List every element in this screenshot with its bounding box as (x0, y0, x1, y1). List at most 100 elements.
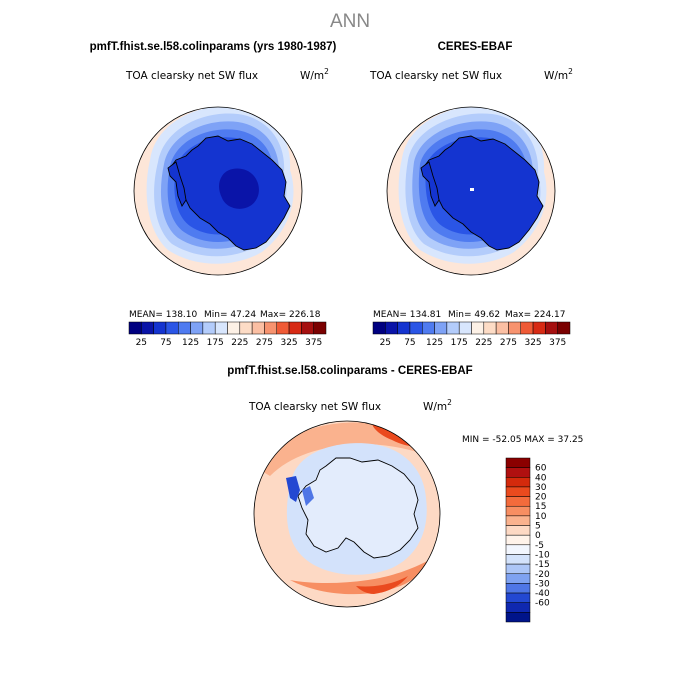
colorbar-tick-label: -60 (535, 599, 550, 609)
panel-obs-max: Max= 224.17 (505, 310, 566, 320)
colorbar-swatch (141, 321, 154, 335)
colorbar-swatch (505, 496, 531, 507)
colorbar-tick-label: 125 (426, 338, 443, 348)
panel-obs-variable: TOA clearsky net SW flux (369, 70, 502, 82)
panel-obs-min: Min= 49.62 (448, 310, 500, 320)
panel-model-variable: TOA clearsky net SW flux (125, 70, 258, 82)
colorbar-tick-label: 275 (256, 338, 273, 348)
units-base: W/m (544, 70, 568, 82)
colorbar-swatch (301, 321, 314, 335)
colorbar-swatch (458, 321, 472, 335)
colorbar-tick-label: -20 (535, 570, 550, 580)
colorbar-swatch (165, 321, 179, 335)
colorbar-swatch (495, 321, 509, 335)
colorbar-swatch (397, 321, 411, 335)
antarctica-plateau (219, 168, 259, 209)
colorbar-tick-label: 125 (182, 338, 199, 348)
units-base: W/m (300, 70, 324, 82)
colorbar-tick-label: 275 (500, 338, 517, 348)
colorbar-tick-label: 10 (535, 512, 547, 522)
colorbar-tick-label: 325 (280, 338, 297, 348)
colorbar-tick-label: 225 (475, 338, 492, 348)
map-border (253, 420, 441, 608)
colorbar-tick-label: 325 (524, 338, 541, 348)
panel-obs: CERES-EBAF TOA clearsky net SW flux W/m2… (369, 41, 573, 348)
colorbar-tick-label: 75 (160, 338, 171, 348)
map-border (386, 106, 556, 276)
colorbar-tick-label: 175 (207, 338, 224, 348)
colorbar-swatch (153, 321, 167, 335)
diff-strong-positive-se (356, 576, 408, 594)
colorbar-swatch (505, 457, 531, 468)
colorbar-swatch (128, 321, 142, 335)
colorbar-tick-label: -5 (535, 541, 544, 551)
colorbar-tick-label: 375 (549, 338, 566, 348)
panel-diff-minmax: MIN = -52.05 MAX = 37.25 (462, 435, 583, 445)
colorbar-swatch (520, 321, 534, 335)
colorbar-model: 25 75 125 175 225 275 325 375 (128, 321, 327, 348)
colorbar-swatch (505, 544, 531, 555)
colorbar-swatch (505, 467, 531, 478)
map-border (133, 106, 303, 276)
colorbar-swatch (505, 515, 531, 526)
panel-diff-units: W/m2 (423, 398, 452, 413)
panel-model-min: Min= 47.24 (204, 310, 256, 320)
panel-obs-units: W/m2 (544, 67, 573, 82)
colorbar-tick-label: -40 (535, 589, 550, 599)
colorbar-swatch (505, 592, 531, 603)
polar-map-model (134, 107, 302, 275)
missing-data-pole (470, 188, 474, 191)
panel-obs-heading: CERES-EBAF (438, 41, 513, 53)
colorbar-swatch (276, 321, 290, 335)
antarctic-peninsula (420, 161, 440, 207)
colorbar-swatch (505, 583, 531, 594)
polar-map-diff (254, 421, 440, 607)
diff-positive-band-south (290, 556, 436, 595)
colorbar-tick-label: 175 (451, 338, 468, 348)
diff-negative-coast (302, 486, 314, 506)
colorbar-swatch (385, 321, 398, 335)
colorbar-tick-label: 20 (535, 493, 547, 503)
colorbar-swatch (505, 612, 531, 623)
colorbar-swatch (372, 321, 386, 335)
colorbar-swatch (422, 321, 435, 335)
panel-obs-mean: MEAN= 134.81 (373, 310, 441, 320)
colorbar-tick-label: -30 (535, 579, 550, 589)
colorbar-swatch (202, 321, 216, 335)
colorbar-tick-label: 0 (535, 531, 541, 541)
panel-diff: pmfT.fhist.se.l58.colinparams - CERES-EB… (227, 365, 583, 623)
colorbar-swatch (505, 505, 531, 517)
colorbar-tick-label: 5 (535, 522, 541, 532)
units-exponent: 2 (568, 67, 573, 76)
colorbar-swatch (557, 321, 571, 335)
units-exponent: 2 (324, 67, 329, 76)
colorbar-swatch (545, 321, 558, 335)
units-base: W/m (423, 401, 447, 413)
colorbar-tick-label: 25 (380, 338, 391, 348)
colorbar-tick-label: 30 (535, 483, 547, 493)
colorbar-tick-label: 75 (404, 338, 415, 348)
colorbar-swatch (471, 321, 485, 335)
colorbar-obs: 25 75 125 175 225 275 325 375 (372, 321, 571, 348)
colorbar-tick-label: 15 (535, 502, 546, 512)
panel-model-units: W/m2 (300, 67, 329, 82)
colorbar-swatch (227, 321, 241, 335)
colorbar-swatch (178, 321, 191, 335)
colorbar-swatch (214, 321, 228, 335)
panel-model: pmfT.fhist.se.l58.colinparams (yrs 1980-… (90, 41, 337, 348)
colorbar-swatch (264, 321, 277, 335)
panel-model-heading: pmfT.fhist.se.l58.colinparams (yrs 1980-… (90, 41, 337, 53)
page-title: ANN (330, 11, 370, 32)
colorbar-swatch (190, 321, 204, 335)
antarctic-peninsula (167, 161, 187, 207)
colorbar-tick-label: 60 (535, 464, 547, 474)
colorbar-swatch (505, 534, 531, 546)
colorbar-swatch (505, 602, 531, 613)
colorbar-tick-label: -10 (535, 550, 550, 560)
polar-map-obs (387, 107, 555, 275)
colorbar-tick-label: 375 (305, 338, 322, 348)
colorbar-swatch (313, 321, 327, 335)
colorbar-swatch (532, 321, 546, 335)
